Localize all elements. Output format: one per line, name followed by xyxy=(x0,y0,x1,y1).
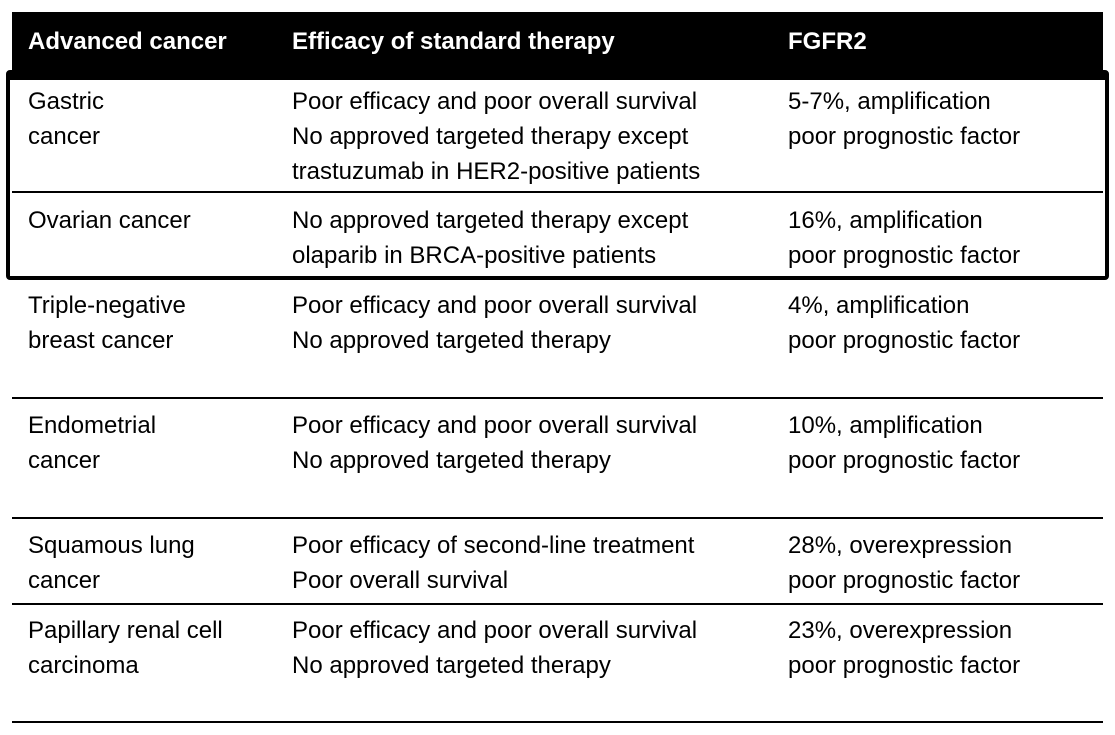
fgfr2-line: 10%, amplification xyxy=(788,412,983,439)
efficacy-line: Poor efficacy and poor overall survival xyxy=(292,412,698,439)
efficacy-line: trastuzumab in HER2-positive patients xyxy=(292,158,701,185)
cancer-cell: Papillary renal cell carcinoma xyxy=(28,613,223,683)
fgfr2-cell: 23%, overexpression poor prognostic fact… xyxy=(788,613,1020,683)
row-divider xyxy=(12,603,1103,605)
cancer-line: cancer xyxy=(28,567,101,594)
efficacy-line: No approved targeted therapy except xyxy=(292,123,689,150)
cancer-cell: Triple-negative breast cancer xyxy=(28,288,186,358)
cancer-line: breast cancer xyxy=(28,327,174,354)
cancer-line: cancer xyxy=(28,447,101,474)
fgfr2-line: 23%, overexpression xyxy=(788,617,1013,644)
fgfr2-line: 5-7%, amplification xyxy=(788,88,991,115)
fgfr2-line: poor prognostic factor xyxy=(788,123,1021,150)
cancer-line: Papillary renal cell xyxy=(28,617,223,644)
fgfr2-cell: 5-7%, amplification poor prognostic fact… xyxy=(788,84,1020,154)
fgfr2-cell: 28%, overexpression poor prognostic fact… xyxy=(788,528,1020,598)
fgfr2-line: poor prognostic factor xyxy=(788,652,1021,679)
efficacy-line: Poor efficacy of second-line treatment xyxy=(292,532,695,559)
efficacy-line: Poor efficacy and poor overall survival xyxy=(292,617,698,644)
fgfr2-cell: 4%, amplification poor prognostic factor xyxy=(788,288,1020,358)
fgfr2-cell: 16%, amplification poor prognostic facto… xyxy=(788,203,1020,273)
fgfr2-line: poor prognostic factor xyxy=(788,567,1021,594)
efficacy-line: Poor efficacy and poor overall survival xyxy=(292,88,698,115)
cancer-line: Gastric xyxy=(28,88,105,115)
efficacy-cell: Poor efficacy of second-line treatment P… xyxy=(292,528,694,598)
efficacy-cell: Poor efficacy and poor overall survival … xyxy=(292,288,697,358)
row-divider xyxy=(12,191,1103,193)
header-efficacy: Efficacy of standard therapy xyxy=(292,28,615,55)
fgfr2-line: 4%, amplification xyxy=(788,292,970,319)
fgfr2-line: 16%, amplification xyxy=(788,207,983,234)
efficacy-line: olaparib in BRCA-positive patients xyxy=(292,242,657,269)
efficacy-cell: Poor efficacy and poor overall survival … xyxy=(292,408,697,478)
efficacy-cell: Poor efficacy and poor overall survival … xyxy=(292,84,700,189)
row-divider xyxy=(12,721,1103,723)
cancer-line: Triple-negative xyxy=(28,292,186,319)
efficacy-line: No approved targeted therapy except xyxy=(292,207,689,234)
fgfr2-line: 28%, overexpression xyxy=(788,532,1013,559)
table-header: Advanced cancer Efficacy of standard the… xyxy=(12,12,1103,72)
cancer-line: cancer xyxy=(28,123,101,150)
header-fgfr2: FGFR2 xyxy=(788,28,867,55)
cancer-line: carcinoma xyxy=(28,652,139,679)
cancer-cell: Ovarian cancer xyxy=(28,203,191,238)
efficacy-line: No approved targeted therapy xyxy=(292,447,611,474)
cancer-cell: Gastric cancer xyxy=(28,84,104,154)
row-divider xyxy=(12,397,1103,399)
cancer-cell: Squamous lung cancer xyxy=(28,528,195,598)
fgfr2-line: poor prognostic factor xyxy=(788,242,1021,269)
cancer-cell: Endometrial cancer xyxy=(28,408,156,478)
header-advanced-cancer: Advanced cancer xyxy=(28,28,227,55)
fgfr2-line: poor prognostic factor xyxy=(788,447,1021,474)
efficacy-line: No approved targeted therapy xyxy=(292,327,611,354)
row-divider xyxy=(12,517,1103,519)
efficacy-cell: Poor efficacy and poor overall survival … xyxy=(292,613,697,683)
fgfr2-line: poor prognostic factor xyxy=(788,327,1021,354)
fgfr2-cell: 10%, amplification poor prognostic facto… xyxy=(788,408,1020,478)
efficacy-line: No approved targeted therapy xyxy=(292,652,611,679)
highlight-box xyxy=(6,70,1109,280)
cancer-line: Ovarian cancer xyxy=(28,207,191,234)
efficacy-line: Poor efficacy and poor overall survival xyxy=(292,292,698,319)
efficacy-cell: No approved targeted therapy except olap… xyxy=(292,203,688,273)
cancer-line: Squamous lung xyxy=(28,532,195,559)
efficacy-line: Poor overall survival xyxy=(292,567,509,594)
cancer-line: Endometrial xyxy=(28,412,157,439)
